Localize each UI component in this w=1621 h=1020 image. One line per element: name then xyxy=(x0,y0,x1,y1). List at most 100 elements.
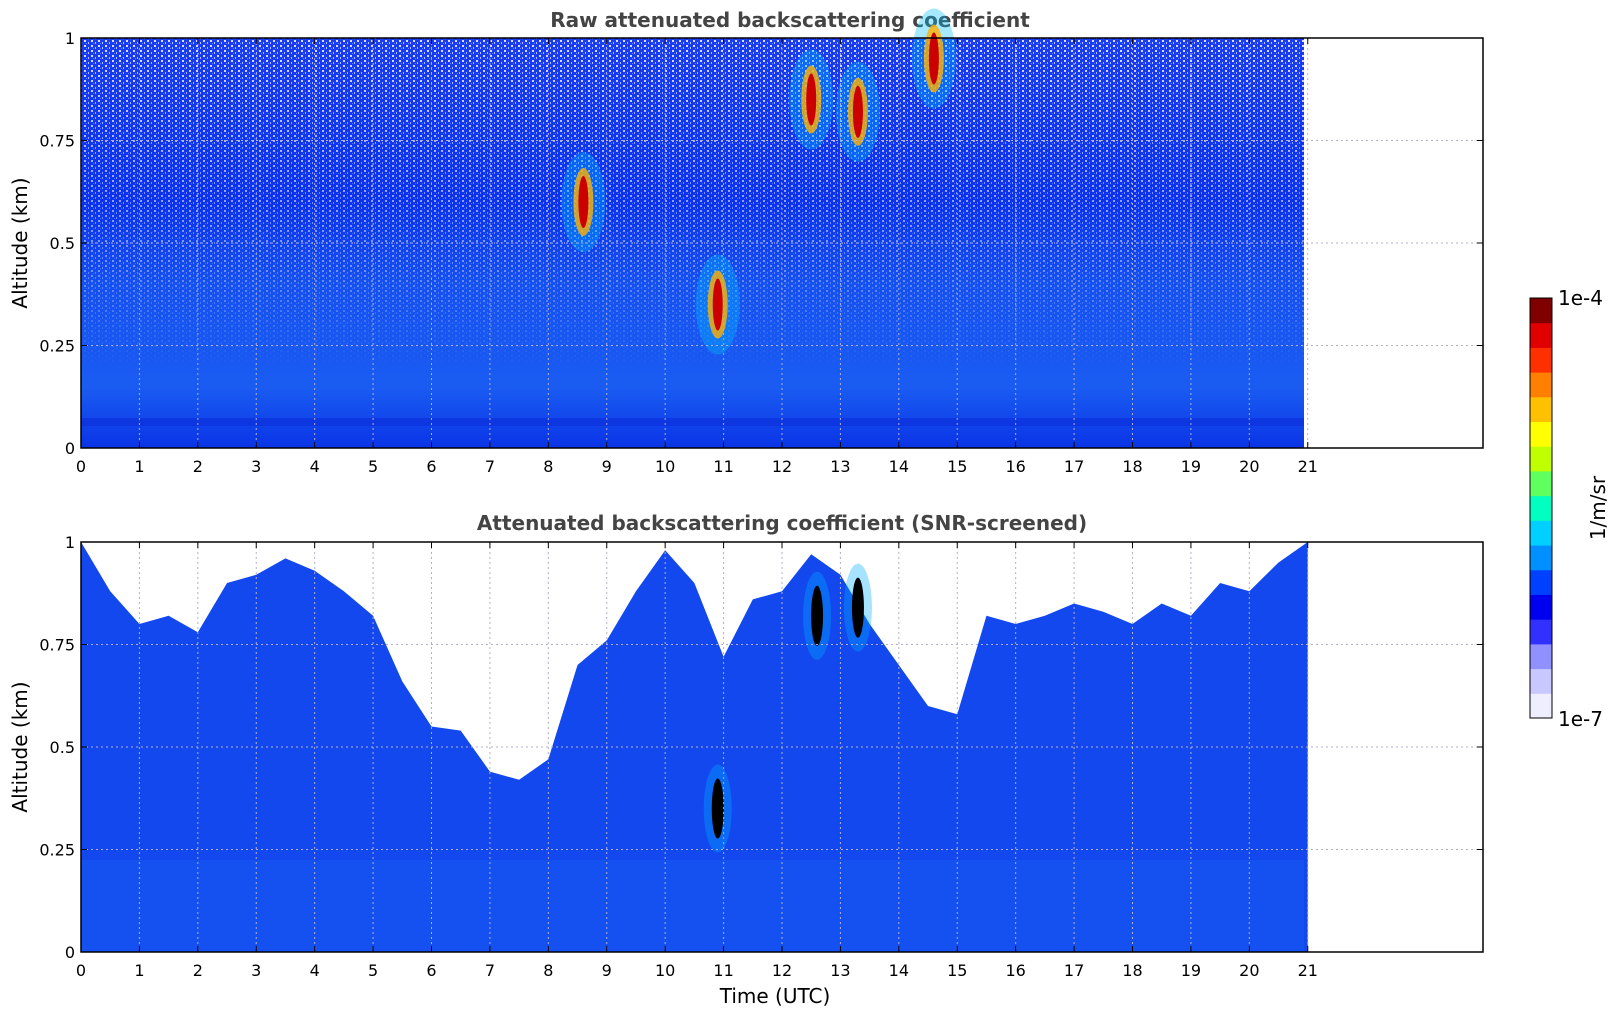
top-chart-title: Raw attenuated backscattering coefficien… xyxy=(550,8,1030,32)
x-tick-label: 14 xyxy=(889,961,909,980)
feature-core xyxy=(811,585,824,646)
bottom-y-ticks: 0 0.25 0.5 0.75 1 xyxy=(39,533,1483,962)
bottom-x-ticks: 0 1 2 3 4 5 6 7 8 9 10 11 12 13 14 15 16 17 18 19 20 21 xyxy=(76,542,1318,980)
bottom-panel: Attenuated backscattering coefficient (S… xyxy=(8,511,1484,1008)
x-tick-label: 21 xyxy=(1298,961,1318,980)
colorbar-max-label: 1e-4 xyxy=(1558,286,1603,310)
x-tick-label: 7 xyxy=(485,961,495,980)
feature-core xyxy=(711,778,724,839)
x-tick-label: 5 xyxy=(368,961,378,980)
colorbar: 1e-4 1e-7 1/m/sr xyxy=(1529,286,1610,731)
x-tick-label: 18 xyxy=(1122,457,1142,476)
feature-core xyxy=(712,278,723,331)
x-tick-label: 21 xyxy=(1298,457,1318,476)
x-tick-label: 12 xyxy=(772,457,792,476)
y-tick-label: 0.25 xyxy=(39,841,75,860)
x-tick-label: 16 xyxy=(1005,961,1025,980)
y-tick-label: 0 xyxy=(65,943,75,962)
bottom-x-axis-label: Time (UTC) xyxy=(719,984,831,1008)
colorbar-unit-label: 1/m/sr xyxy=(1586,475,1610,540)
x-tick-label: 20 xyxy=(1239,457,1259,476)
x-tick-label: 13 xyxy=(830,457,850,476)
y-tick-label: 0.5 xyxy=(50,738,75,757)
x-tick-label: 2 xyxy=(193,961,203,980)
x-tick-label: 19 xyxy=(1181,961,1201,980)
x-tick-label: 7 xyxy=(485,457,495,476)
x-tick-label: 17 xyxy=(1064,457,1084,476)
top-heatmap-features xyxy=(561,8,956,355)
colorbar-step xyxy=(1530,396,1552,423)
x-tick-label: 4 xyxy=(310,961,320,980)
y-tick-label: 0 xyxy=(65,439,75,458)
colorbar-step xyxy=(1530,569,1552,595)
x-tick-label: 5 xyxy=(368,457,378,476)
colorbar-step xyxy=(1530,668,1552,694)
top-y-ticks: 0 0.25 0.5 0.75 1 xyxy=(39,29,1483,458)
colorbar-step xyxy=(1530,298,1552,324)
top-panel: Raw attenuated backscattering coefficien… xyxy=(8,8,1484,476)
colorbar-step xyxy=(1530,322,1552,348)
x-tick-label: 9 xyxy=(602,961,612,980)
x-tick-label: 3 xyxy=(251,961,261,980)
x-tick-label: 18 xyxy=(1122,961,1142,980)
y-tick-label: 0.75 xyxy=(39,132,75,151)
x-tick-label: 0 xyxy=(76,457,86,476)
x-tick-label: 1 xyxy=(134,961,144,980)
colorbar-step xyxy=(1530,470,1552,497)
colorbar-step xyxy=(1530,347,1552,373)
feature-core xyxy=(851,577,864,638)
x-tick-label: 17 xyxy=(1064,961,1084,980)
colorbar-step xyxy=(1530,594,1552,620)
x-tick-label: 12 xyxy=(772,961,792,980)
y-tick-label: 1 xyxy=(65,29,75,48)
x-tick-label: 4 xyxy=(310,457,320,476)
colorbar-step xyxy=(1530,520,1552,546)
x-tick-label: 19 xyxy=(1181,457,1201,476)
colorbar-step xyxy=(1530,545,1552,571)
colorbar-min-label: 1e-7 xyxy=(1558,707,1603,731)
x-tick-label: 8 xyxy=(543,961,553,980)
y-tick-label: 1 xyxy=(65,533,75,552)
colorbar-step xyxy=(1530,643,1552,670)
feature-core xyxy=(578,176,589,228)
x-tick-label: 2 xyxy=(193,457,203,476)
bottom-chart-title: Attenuated backscattering coefficient (S… xyxy=(477,511,1087,535)
feature-core xyxy=(928,32,939,85)
x-tick-label: 1 xyxy=(134,457,144,476)
colorbar-step xyxy=(1530,495,1552,521)
x-tick-label: 10 xyxy=(655,457,675,476)
feature-core xyxy=(852,85,863,138)
x-tick-label: 9 xyxy=(602,457,612,476)
y-tick-label: 0.5 xyxy=(50,234,75,253)
x-tick-label: 15 xyxy=(947,457,967,476)
x-tick-label: 10 xyxy=(655,961,675,980)
x-tick-label: 0 xyxy=(76,961,86,980)
x-tick-label: 6 xyxy=(426,961,436,980)
x-tick-label: 15 xyxy=(947,961,967,980)
colorbar-step xyxy=(1530,446,1552,472)
x-tick-label: 3 xyxy=(251,457,261,476)
x-tick-label: 6 xyxy=(426,457,436,476)
colorbar-frame xyxy=(1529,297,1553,719)
x-tick-label: 8 xyxy=(543,457,553,476)
bottom-heatmap-features xyxy=(703,563,872,853)
top-y-axis-label: Altitude (km) xyxy=(8,177,32,308)
x-tick-label: 11 xyxy=(713,961,733,980)
x-tick-label: 11 xyxy=(713,457,733,476)
x-tick-label: 13 xyxy=(830,961,850,980)
x-tick-label: 16 xyxy=(1005,457,1025,476)
bottom-lower-layer xyxy=(81,860,1304,952)
bottom-y-axis-label: Altitude (km) xyxy=(8,681,32,812)
colorbar-step xyxy=(1530,619,1552,645)
top-grid xyxy=(81,38,1483,448)
feature-core xyxy=(806,73,817,126)
x-tick-label: 14 xyxy=(889,457,909,476)
top-x-ticks: 0 1 2 3 4 5 6 7 8 9 10 11 12 13 14 15 16 17 18 19 20 21 xyxy=(76,38,1318,476)
colorbar-step xyxy=(1530,421,1552,447)
y-tick-label: 0.25 xyxy=(39,337,75,356)
x-tick-label: 20 xyxy=(1239,961,1259,980)
colorbar-step xyxy=(1530,693,1552,719)
colorbar-steps xyxy=(1530,298,1552,719)
top-surface-band xyxy=(81,418,1304,426)
